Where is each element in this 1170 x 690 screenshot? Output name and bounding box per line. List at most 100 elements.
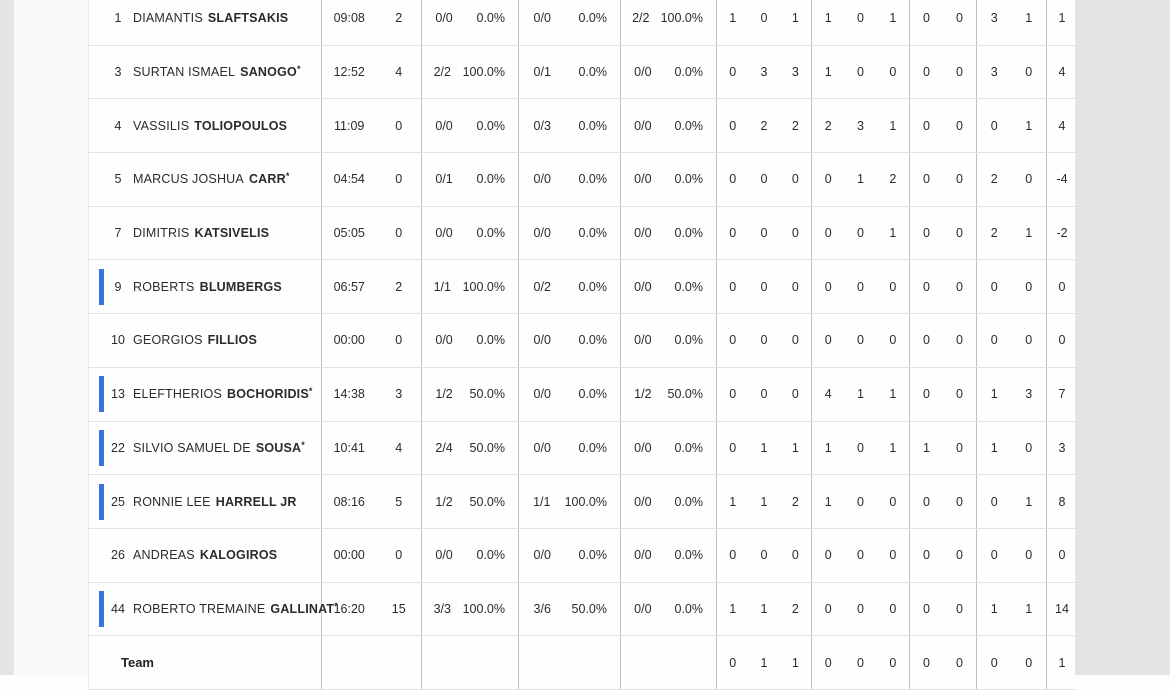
defensive-rebounds: 1 (760, 655, 768, 670)
fouls-committed: 0 (990, 494, 998, 509)
turnovers: 0 (857, 548, 864, 563)
fouls-committed: 0 (990, 279, 998, 294)
player-row[interactable]: 9 ROBERTS BLUMBERGS 06:57 2 1/1 100.0% 0/… (89, 260, 1077, 315)
two-point-percentage: 0.0% (476, 11, 506, 26)
free-throw-cell: 0/0 0.0% (620, 475, 716, 528)
player-name[interactable]: DIMITRIS KATSIVELIS (133, 226, 269, 240)
player-row[interactable]: 10 GEORGIOS FILLIOS 00:00 0 0/0 0.0% 0/0 … (89, 314, 1076, 368)
player-name[interactable]: RONNIE LEE HARRELL JR (133, 495, 297, 509)
blocks-cell: 0 0 (909, 528, 976, 582)
player-row[interactable]: 4 VASSILIS TOLIOPOULOS 11:09 0 0/0 0.0% 0… (89, 99, 1076, 154)
blocks-against: 0 (956, 387, 963, 402)
player-rows: 1 DIAMANTIS SLAFTSAKIS 09:08 2 0/0 0.0% 0… (89, 0, 1077, 637)
player-name[interactable]: SURTAN ISMAEL SANOGO* (133, 64, 301, 80)
fouls-committed: 0 (990, 333, 998, 348)
player-name[interactable]: ANDREAS KALOGIROS (133, 548, 277, 562)
player-cell: 44 ROBERTO TREMAINE GALLINAT* (89, 583, 338, 636)
offensive-rebounds: 0 (729, 440, 737, 455)
three-point-cell: 0/0 0.0% (518, 421, 620, 475)
on-court-indicator (99, 590, 104, 627)
two-point-cell (421, 636, 518, 689)
steals: 0 (889, 494, 897, 509)
two-point-made-attempted: 2/2 (433, 65, 451, 80)
on-court-indicator (99, 429, 104, 466)
player-last-name: HARRELL JR (215, 494, 297, 509)
steals: 0 (889, 548, 897, 563)
player-first-name: MARCUS JOSHUA (133, 172, 244, 187)
three-point-cell: 1/1 100.0% (518, 475, 620, 528)
assists-cell: 0 0 1 (811, 206, 909, 260)
free-throw-made-attempted: 1/2 (634, 387, 652, 402)
plus-minus: 0 (1058, 279, 1066, 294)
jersey-number: 26 (111, 548, 125, 563)
player-row[interactable]: 25 RONNIE LEE HARRELL JR 08:16 5 1/2 50.0… (89, 475, 1076, 529)
player-row[interactable]: 26 ANDREAS KALOGIROS 00:00 0 0/0 0.0% 0/0… (89, 528, 1076, 583)
steals: 1 (889, 387, 897, 402)
player-first-name: ROBERTS (133, 279, 195, 294)
plus-minus-cell: 14 (1046, 582, 1077, 636)
free-throw-percentage: 0.0% (674, 601, 704, 616)
three-point-cell: 0/0 0.0% (518, 153, 620, 206)
two-point-percentage: 50.0% (469, 494, 505, 509)
player-name[interactable]: GEORGIOS FILLIOS (133, 333, 257, 347)
defensive-rebounds: 2 (760, 118, 768, 133)
blocks-against: 0 (956, 118, 963, 133)
two-point-cell: 0/1 0.0% (421, 153, 518, 206)
points: 5 (395, 494, 403, 509)
player-last-name: TOLIOPOULOS (194, 118, 288, 133)
turnovers: 0 (857, 655, 864, 670)
blocks: 0 (923, 387, 930, 402)
player-name[interactable]: SILVIO SAMUEL DE SOUSA* (133, 440, 305, 455)
free-throw-made-attempted: 0/0 (634, 172, 652, 187)
turnovers: 0 (857, 226, 864, 241)
player-row[interactable]: 44 ROBERTO TREMAINE GALLINAT* 16:20 15 3/… (89, 582, 1077, 637)
player-row[interactable]: 22 SILVIO SAMUEL DE SOUSA* 10:41 4 2/4 50… (89, 421, 1076, 476)
player-name[interactable]: ROBERTS BLUMBERGS (133, 280, 282, 294)
two-point-cell: 2/4 50.0% (421, 421, 518, 475)
team-totals-row: Team 0 1 1 0 0 0 0 0 0 0 1 (89, 636, 1076, 690)
three-point-made-attempted: 0/0 (533, 333, 551, 348)
player-cell: 1 DIAMANTIS SLAFTSAKIS (89, 0, 321, 45)
player-row[interactable]: 5 MARCUS JOSHUA CARR* 04:54 0 0/1 0.0% 0/… (89, 153, 1076, 207)
plus-minus-cell: 0 (1046, 260, 1077, 314)
player-row[interactable]: 13 ELEFTHERIOS BOCHORIDIS* 14:38 3 1/2 50… (89, 367, 1076, 422)
player-row[interactable]: 3 SURTAN ISMAEL SANOGO* 12:52 4 2/2 100.0… (89, 45, 1076, 100)
player-name[interactable]: MARCUS JOSHUA CARR* (133, 172, 290, 187)
fouls-drawn: 0 (1025, 440, 1033, 455)
free-throw-made-attempted: 0/0 (634, 440, 652, 455)
blocks: 0 (923, 494, 930, 509)
starter-mark: * (296, 64, 301, 75)
fouls-committed: 1 (990, 387, 998, 402)
player-name[interactable]: DIAMANTIS SLAFTSAKIS (133, 11, 288, 25)
total-rebounds: 0 (791, 226, 799, 241)
player-row[interactable]: 1 DIAMANTIS SLAFTSAKIS 09:08 2 0/0 0.0% 0… (89, 0, 1076, 46)
two-point-cell: 1/2 50.0% (421, 367, 518, 421)
turnovers: 1 (857, 387, 864, 402)
free-throw-made-attempted: 0/0 (634, 548, 652, 563)
two-point-made-attempted: 0/0 (435, 226, 453, 241)
blocks-against: 0 (956, 65, 963, 80)
assists: 0 (824, 333, 832, 348)
fouls-drawn: 1 (1025, 494, 1033, 509)
player-last-name: GALLINAT (270, 601, 335, 616)
player-first-name: SURTAN ISMAEL (133, 65, 236, 80)
two-point-made-attempted: 0/0 (435, 548, 453, 563)
blocks-cell: 0 0 (909, 582, 976, 636)
jersey-number: 4 (114, 118, 122, 133)
jersey-number: 3 (114, 65, 122, 80)
two-point-percentage: 100.0% (462, 279, 505, 294)
free-throw-made-attempted: 0/0 (634, 65, 652, 80)
player-name[interactable]: VASSILIS TOLIOPOULOS (133, 119, 287, 133)
blocks-against: 0 (956, 440, 963, 455)
player-cell: 26 ANDREAS KALOGIROS (89, 529, 321, 582)
player-name[interactable]: ROBERTO TREMAINE GALLINAT* (133, 601, 338, 616)
free-throw-cell: 0/0 0.0% (620, 421, 716, 475)
two-point-made-attempted: 1/2 (435, 387, 453, 402)
minutes-played: 00:00 (333, 333, 365, 348)
free-throw-made-attempted: 0/0 (634, 279, 652, 294)
fouls-drawn: 1 (1025, 11, 1033, 26)
player-row[interactable]: 7 DIMITRIS KATSIVELIS 05:05 0 0/0 0.0% 0/… (89, 206, 1076, 261)
player-last-name: FILLIOS (207, 333, 257, 348)
player-name[interactable]: ELEFTHERIOS BOCHORIDIS* (133, 387, 313, 402)
blocks-cell: 1 0 (909, 421, 976, 475)
